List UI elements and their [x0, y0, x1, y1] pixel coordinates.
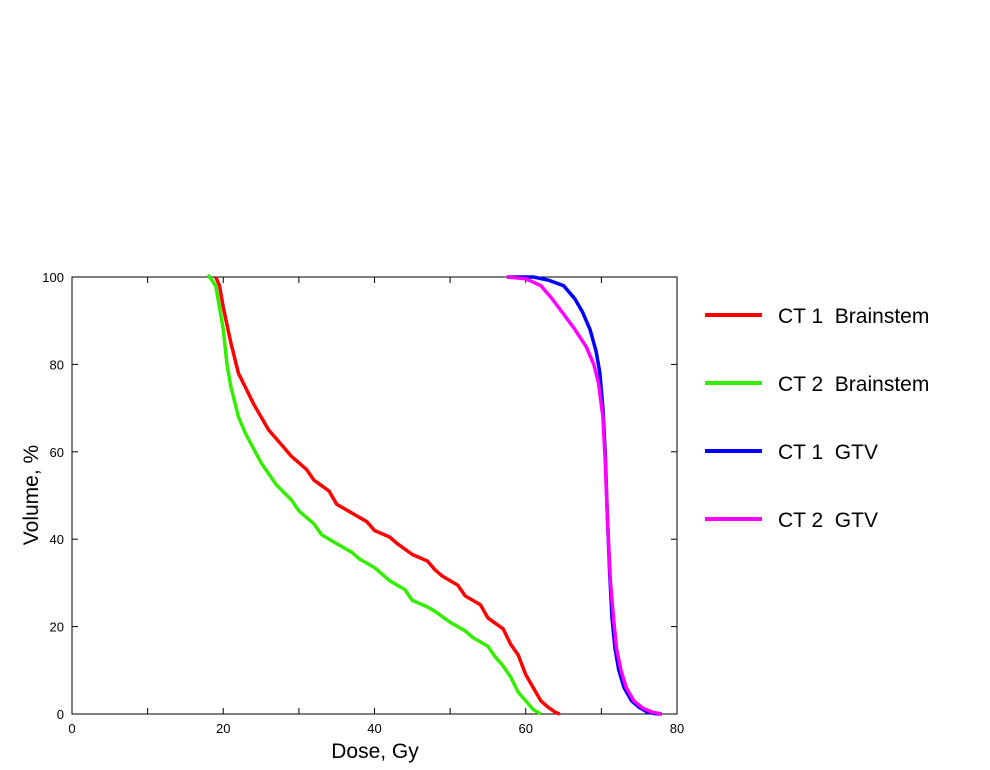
series-lines: [206, 273, 663, 716]
y-tick-label: 40: [50, 532, 64, 547]
legend: CT 1 Brainstem CT 2 Brainstem CT 1 GTV CT 2…: [705, 305, 929, 532]
x-tick-label: 40: [367, 721, 381, 736]
y-tick-label: 20: [50, 620, 64, 635]
plot-frame: [71, 276, 678, 715]
y-tick-label: 0: [57, 707, 64, 722]
x-axis-label: Dose, Gy: [331, 740, 419, 763]
x-tick-label: 0: [68, 721, 75, 736]
legend-label: CT 2 Brainstem: [778, 373, 929, 396]
legend-label: CT 2 GTV: [778, 509, 878, 532]
y-axis-label: Volume, %: [20, 445, 43, 545]
y-tick-label: 80: [50, 357, 64, 372]
x-tick-label: 20: [216, 721, 230, 736]
series-line-4: [506, 275, 663, 716]
series-line-2: [206, 273, 542, 716]
legend-label: CT 1 GTV: [778, 441, 878, 464]
y-tick-label: 100: [42, 270, 64, 285]
series-line-1: [214, 276, 561, 716]
x-tick-label: 80: [670, 721, 684, 736]
legend-label: CT 1 Brainstem: [778, 305, 929, 328]
axes: 0 20 40 60 80 0 20 40 60 80 100: [42, 270, 684, 736]
y-tick-label: 60: [50, 445, 64, 460]
x-tick-label: 60: [519, 721, 533, 736]
